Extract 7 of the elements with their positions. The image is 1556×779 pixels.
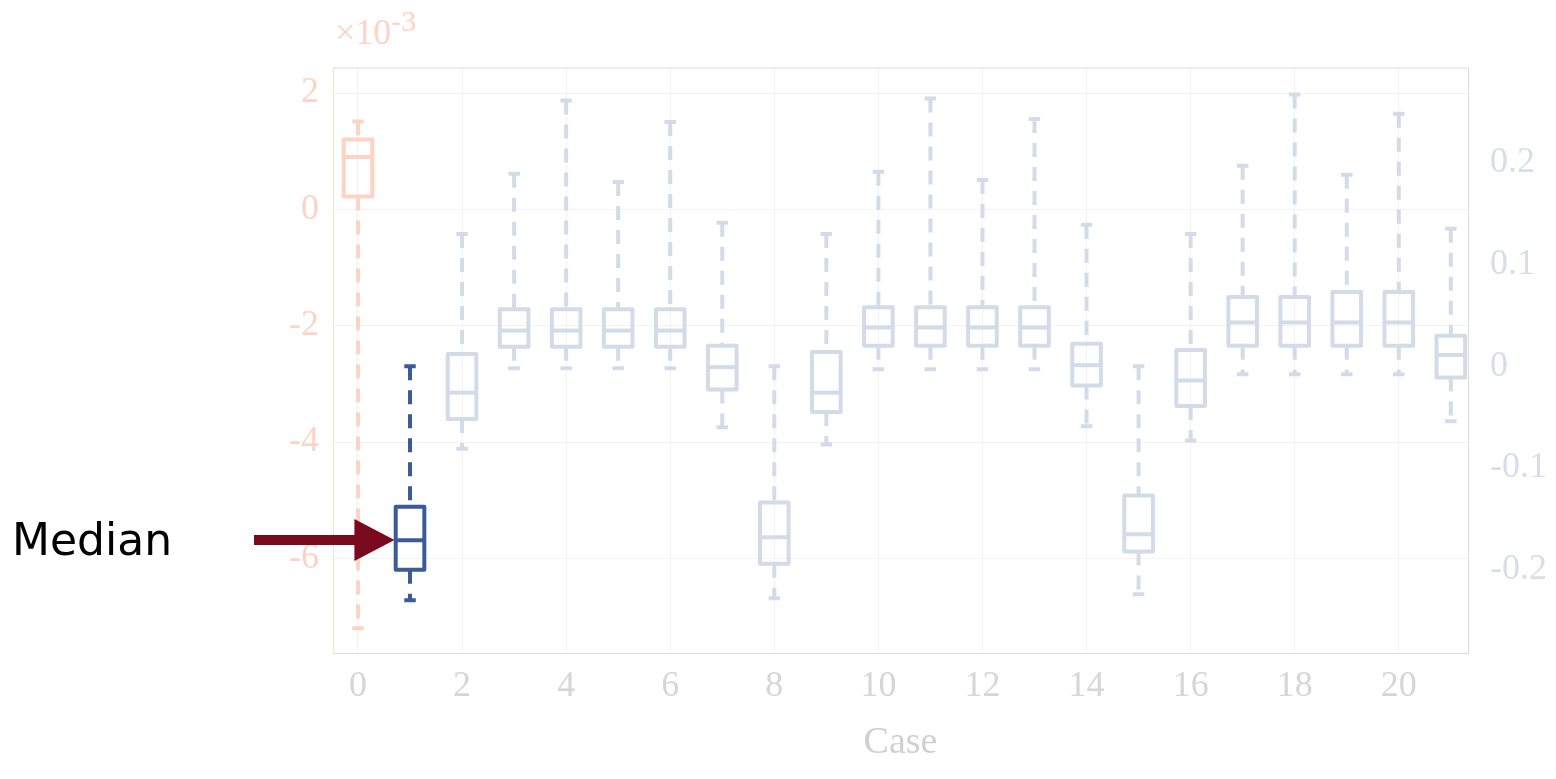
- y-tick-label: 2: [301, 70, 319, 111]
- y-tick-label: 0: [301, 186, 319, 227]
- y-tick-label: -4: [289, 419, 319, 460]
- text: Median: [12, 513, 173, 568]
- y-tick-label: -2: [289, 303, 319, 344]
- y-tick-label: -6: [289, 535, 319, 576]
- text: ×10$^{-3}$: [335, 4, 417, 53]
